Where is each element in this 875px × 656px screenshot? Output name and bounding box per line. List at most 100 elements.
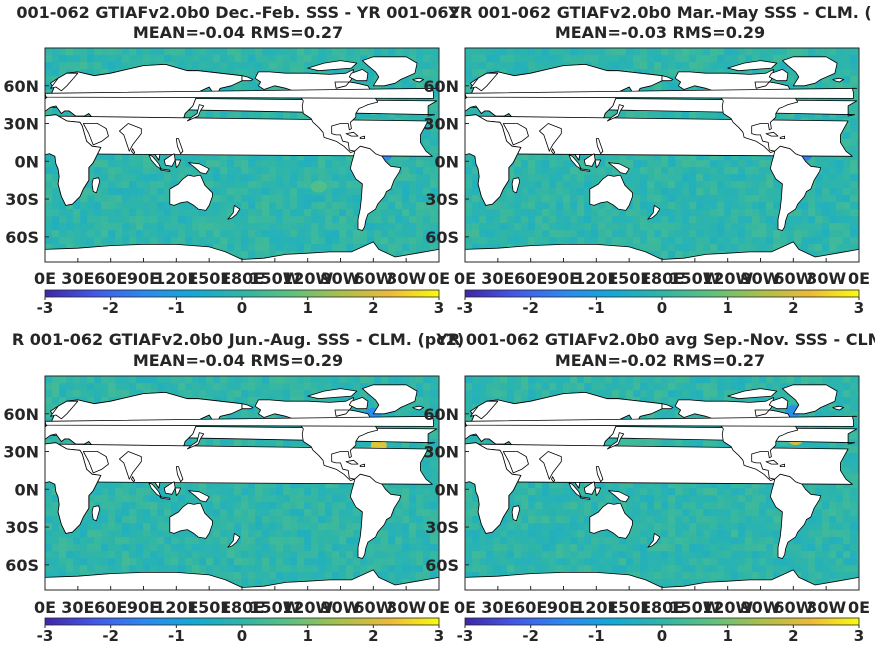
landmass-japan xyxy=(606,104,625,122)
landmass-philippines xyxy=(595,138,604,155)
landmass-arabia xyxy=(502,123,529,146)
landmass-india xyxy=(119,123,142,152)
colorbar-tick-label: 2 xyxy=(368,627,378,645)
colorbar-tick-label: -1 xyxy=(588,299,605,317)
x-tick-label: 120W xyxy=(702,269,753,288)
landmass-baffin xyxy=(768,396,789,410)
y-tick-label: 0N xyxy=(434,480,459,499)
landmass-sri-lanka xyxy=(131,476,136,483)
landmass-australia xyxy=(169,174,213,211)
x-tick-label: 30W xyxy=(806,269,846,288)
map-area xyxy=(465,376,859,590)
landmass-eurasia-wrap xyxy=(45,391,243,490)
landmass-java xyxy=(159,168,171,172)
landmass-antarctica xyxy=(45,241,439,262)
colorbar-tick-label: -1 xyxy=(168,299,185,317)
x-tick-label: 0E xyxy=(848,269,870,288)
x-tick-label: 90W xyxy=(741,269,781,288)
landmass-eurasia-east xyxy=(241,403,254,410)
landmass-arctic-islands xyxy=(727,388,778,400)
x-tick-label: 60W xyxy=(353,269,393,288)
colorbar-tick-label: -2 xyxy=(522,627,539,645)
landmass-australia xyxy=(589,502,633,539)
colorbar-tick-label: 3 xyxy=(434,299,444,317)
panel-title: R 001-062 GTIAFv2.0b0 Jun.-Aug. SSS - CL… xyxy=(12,330,464,349)
x-tick-label: 150W xyxy=(249,598,300,617)
colorbar-tick-label: -3 xyxy=(457,299,474,317)
colorbar-tick-label: 0 xyxy=(237,299,247,317)
landmass-sulawesi xyxy=(174,159,182,169)
land-mask xyxy=(465,56,859,262)
landmass-antarctica xyxy=(465,241,859,262)
landmass-arctic-islands xyxy=(307,60,358,72)
map-panel-1: 001-062 GTIAFv2.0b0 Dec.-Feb. SSS - YR 0… xyxy=(3,3,459,317)
y-tick-label: 0N xyxy=(14,480,39,499)
landmass-greenland xyxy=(782,384,838,415)
x-tick-label: 120E xyxy=(574,598,618,617)
landmass-new-zealand xyxy=(647,204,661,220)
landmass-eurasia-east xyxy=(661,403,674,410)
y-tick-label: 60S xyxy=(5,556,39,575)
map-area xyxy=(45,48,439,262)
landmass-arabia xyxy=(82,451,109,474)
x-tick-label: 90W xyxy=(741,598,781,617)
x-tick-label: 120W xyxy=(702,598,753,617)
map-panel-4: YR 001-062 GTIAFv2.0b0 avg Sep.-Nov. SSS… xyxy=(423,330,875,645)
colorbar-tick-label: 2 xyxy=(368,299,378,317)
panel-subtitle: MEAN=-0.03 RMS=0.29 xyxy=(555,23,765,42)
x-tick-label: 0E xyxy=(454,598,476,617)
x-tick-label: 90E xyxy=(547,598,580,617)
colorbar xyxy=(44,289,440,298)
landmass-baffin xyxy=(348,69,369,82)
panel-title: YR 001-062 GTIAFv2.0b0 Mar.-May SSS - CL… xyxy=(447,3,871,22)
landmass-eurasia-wrap xyxy=(465,391,663,490)
landmass-eurasia-east xyxy=(241,75,254,82)
x-tick-label: 120W xyxy=(282,598,333,617)
x-tick-label: 180E xyxy=(220,598,264,617)
y-tick-label: 0N xyxy=(434,152,459,171)
landmass-india xyxy=(119,451,142,480)
x-tick-label: 60E xyxy=(514,269,547,288)
x-tick-label: 180E xyxy=(640,269,684,288)
colorbar-tick-label: -3 xyxy=(37,627,54,645)
x-tick-label: 60W xyxy=(773,269,813,288)
landmass-philippines xyxy=(175,138,184,155)
landmass-sulawesi xyxy=(594,159,602,169)
x-tick-label: 30W xyxy=(806,598,846,617)
colorbar-tick-label: -2 xyxy=(102,627,119,645)
x-tick-label: 30E xyxy=(481,269,514,288)
panel-title: 001-062 GTIAFv2.0b0 Dec.-Feb. SSS - YR 0… xyxy=(16,3,459,22)
landmass-hispaniola xyxy=(779,135,785,140)
landmass-new-guinea xyxy=(608,490,630,503)
x-tick-label: 90E xyxy=(127,598,160,617)
landmass-eurasia-east xyxy=(661,75,674,82)
colorbar-tick-label: 3 xyxy=(854,627,864,645)
x-tick-label: 30W xyxy=(386,598,426,617)
colorbar-tick-label: 1 xyxy=(302,627,312,645)
landmass-baffin xyxy=(768,69,789,82)
landmass-sulawesi xyxy=(174,487,182,497)
landmass-cuba xyxy=(345,459,359,465)
x-tick-label: 60E xyxy=(94,598,127,617)
colorbar xyxy=(44,617,440,626)
colorbar-tick-label: 0 xyxy=(657,627,667,645)
landmass-eurasia-wrap xyxy=(45,63,243,162)
landmass-australia xyxy=(589,174,633,211)
x-tick-label: 0E xyxy=(454,269,476,288)
y-tick-label: 60N xyxy=(3,405,39,424)
landmass-sulawesi xyxy=(594,487,602,497)
x-tick-label: 60W xyxy=(773,598,813,617)
landmass-madagascar xyxy=(511,505,521,522)
y-tick-label: 60S xyxy=(425,556,459,575)
x-tick-label: 120W xyxy=(282,269,333,288)
x-tick-label: 30W xyxy=(386,269,426,288)
colorbar xyxy=(464,289,860,298)
landmass-scandinavia xyxy=(50,400,79,420)
landmass-arabia xyxy=(82,123,109,146)
y-tick-label: 30S xyxy=(425,190,459,209)
landmass-new-guinea xyxy=(187,162,210,175)
map-panel-3: R 001-062 GTIAFv2.0b0 Jun.-Aug. SSS - CL… xyxy=(3,330,464,645)
x-tick-label: 90E xyxy=(127,269,160,288)
landmass-africa-wrap xyxy=(45,442,102,534)
anomaly-highlight xyxy=(310,180,327,193)
